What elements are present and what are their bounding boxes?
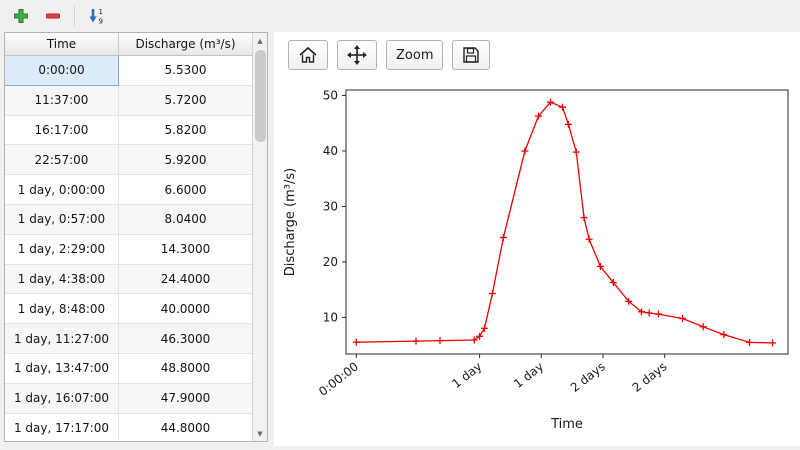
toolbar-separator	[74, 6, 75, 26]
time-cell[interactable]: 1 day, 8:48:00	[5, 294, 119, 324]
discharge-cell[interactable]: 24.4000	[160, 271, 211, 286]
sort-rows-button[interactable]: 1 9	[83, 3, 109, 29]
table-row[interactable]: 11:37:00 5.7200	[5, 85, 252, 116]
table-body: 0:00:00 5.5300 11:37:00 5.7200 16:17:00 5.820…	[5, 56, 252, 441]
column-header-discharge[interactable]: Discharge (m³/s)	[135, 37, 236, 51]
time-cell[interactable]: 1 day, 2:29:00	[5, 234, 119, 264]
plot-toolbar: Zoom	[274, 32, 800, 78]
table-row[interactable]: 1 day, 0:57:00 8.0400	[5, 204, 252, 235]
time-cell[interactable]: 1 day, 0:00:00	[5, 175, 119, 204]
svg-text:Time: Time	[550, 417, 583, 432]
discharge-cell[interactable]: 5.9200	[164, 152, 207, 167]
discharge-cell[interactable]: 5.7200	[164, 93, 207, 108]
discharge-cell[interactable]: 46.3000	[160, 331, 211, 346]
svg-text:30: 30	[323, 200, 338, 214]
svg-text:50: 50	[323, 89, 338, 103]
table-scrollbar[interactable]: ▲ ▼	[252, 33, 267, 441]
svg-text:1 day: 1 day	[449, 359, 484, 391]
table-row[interactable]: 1 day, 13:47:00 48.8000	[5, 353, 252, 384]
table-row[interactable]: 22:57:00 5.9200	[5, 145, 252, 176]
svg-text:2 days: 2 days	[630, 359, 670, 395]
time-cell[interactable]: 1 day, 17:17:00	[5, 413, 119, 441]
svg-text:0:00:00: 0:00:00	[316, 359, 361, 399]
discharge-cell[interactable]: 47.9000	[160, 391, 211, 406]
time-cell[interactable]: 0:00:00	[5, 56, 119, 86]
scroll-down-button[interactable]: ▼	[257, 429, 263, 438]
table-row[interactable]: 1 day, 8:48:00 40.0000	[5, 294, 252, 325]
discharge-hydrograph-chart[interactable]: 10 20 30 40 50 0:00:00 1 day 1 day 2 days 2 days D…	[274, 78, 800, 446]
table-row[interactable]: 1 day, 4:38:00 24.4000	[5, 264, 252, 295]
table-row[interactable]: 1 day, 2:29:00 14.3000	[5, 234, 252, 265]
table-row[interactable]: 1 day, 17:17:00 44.8000	[5, 413, 252, 441]
discharge-cell[interactable]: 5.5300	[164, 63, 207, 78]
column-header-time[interactable]: Time	[5, 33, 119, 55]
discharge-cell[interactable]: 44.8000	[160, 420, 211, 435]
svg-text:40: 40	[323, 144, 338, 158]
svg-text:9: 9	[99, 18, 103, 26]
main-toolbar: 1 9	[0, 0, 800, 32]
discharge-cell[interactable]: 6.6000	[164, 182, 207, 197]
time-cell[interactable]: 1 day, 4:38:00	[5, 264, 119, 294]
table-row[interactable]: 16:17:00 5.8200	[5, 115, 252, 146]
svg-text:Discharge (m³/s): Discharge (m³/s)	[283, 168, 298, 276]
data-grid: Time Discharge (m³/s) 0:00:00 5.5300 11:37…	[5, 33, 252, 441]
scrollbar-thumb[interactable]	[254, 50, 266, 142]
sort-numeric-ascending-icon: 1 9	[89, 8, 103, 26]
time-cell[interactable]: 22:57:00	[5, 145, 119, 175]
time-cell[interactable]: 1 day, 0:57:00	[5, 204, 119, 234]
table-row[interactable]: 1 day, 16:07:00 47.9000	[5, 383, 252, 414]
chart-panel: Zoom 10 20 30 40 50 0:00:00 1 day 1 day 2 days 2 …	[274, 32, 800, 446]
scroll-up-button[interactable]: ▲	[257, 36, 263, 45]
time-cell[interactable]: 1 day, 16:07:00	[5, 383, 119, 413]
pan-button[interactable]	[337, 40, 377, 70]
table-row[interactable]: 1 day, 11:27:00 46.3000	[5, 324, 252, 354]
time-series-table: Time Discharge (m³/s) 0:00:00 5.5300 11:37…	[4, 32, 268, 442]
discharge-cell[interactable]: 5.8200	[164, 122, 207, 137]
discharge-cell[interactable]: 40.0000	[160, 301, 211, 316]
table-header-row: Time Discharge (m³/s)	[5, 33, 252, 56]
pan-arrows-icon	[347, 45, 367, 65]
svg-text:10: 10	[323, 310, 338, 324]
plus-icon	[14, 9, 28, 23]
table-row[interactable]: 0:00:00 5.5300	[5, 56, 252, 86]
discharge-cell[interactable]: 14.3000	[160, 242, 211, 257]
time-cell[interactable]: 11:37:00	[5, 85, 119, 115]
svg-text:1: 1	[99, 8, 103, 16]
minus-icon	[46, 13, 60, 19]
discharge-cell[interactable]: 48.8000	[160, 361, 211, 376]
remove-row-button[interactable]	[40, 3, 66, 29]
discharge-cell[interactable]: 8.0400	[164, 212, 207, 227]
time-cell[interactable]: 16:17:00	[5, 115, 119, 145]
home-view-button[interactable]	[288, 40, 328, 70]
save-figure-button[interactable]	[452, 40, 491, 70]
table-row[interactable]: 1 day, 0:00:00 6.6000	[5, 175, 252, 205]
zoom-button[interactable]: Zoom	[386, 40, 444, 70]
save-floppy-icon	[463, 47, 480, 63]
svg-text:2 days: 2 days	[568, 359, 608, 395]
svg-text:1 day: 1 day	[511, 359, 546, 391]
add-row-button[interactable]	[8, 3, 34, 29]
main-content: Time Discharge (m³/s) 0:00:00 5.5300 11:37…	[0, 32, 800, 446]
time-cell[interactable]: 1 day, 13:47:00	[5, 353, 119, 383]
time-cell[interactable]: 1 day, 11:27:00	[5, 324, 119, 353]
home-icon	[299, 46, 317, 63]
svg-text:20: 20	[323, 255, 338, 269]
